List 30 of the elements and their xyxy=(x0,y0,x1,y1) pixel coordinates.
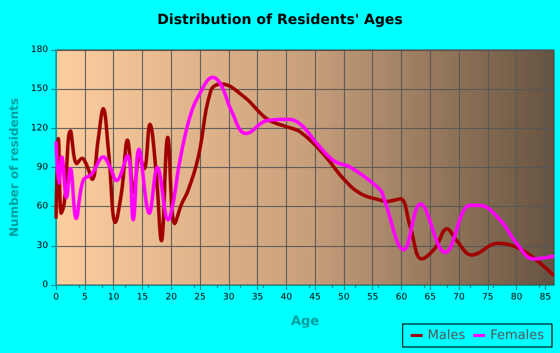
chart-title: Distribution of Residents' Ages xyxy=(157,12,403,28)
x-tick-label: 60 xyxy=(396,292,408,302)
x-tick-label: 0 xyxy=(53,292,60,302)
x-tick-label: 55 xyxy=(366,292,378,302)
y-tick-label: 0 xyxy=(42,280,48,290)
x-tick-label: 45 xyxy=(309,292,321,302)
y-tick-label: 150 xyxy=(30,84,48,94)
x-tick-label: 75 xyxy=(482,292,494,302)
x-tick-label: 20 xyxy=(165,292,178,302)
x-tick-label: 30 xyxy=(223,292,235,302)
x-tick-label: 40 xyxy=(280,292,292,302)
legend-label: Females xyxy=(490,328,544,343)
x-tick-label: 25 xyxy=(194,292,206,302)
x-tick-label: 70 xyxy=(453,292,466,302)
y-tick-label: 60 xyxy=(36,202,48,212)
x-tick-label: 65 xyxy=(424,292,436,302)
y-tick-label: 90 xyxy=(36,162,48,172)
x-tick-label: 10 xyxy=(108,292,120,302)
x-tick-label: 15 xyxy=(136,292,148,302)
legend-label: Males xyxy=(428,328,466,343)
x-tick-label: 5 xyxy=(82,292,88,302)
x-axis-title: Age xyxy=(290,314,320,329)
y-tick-label: 30 xyxy=(36,240,48,251)
y-tick-label: 120 xyxy=(30,123,48,134)
y-axis-title: Number of residents xyxy=(7,98,21,238)
x-tick-label: 80 xyxy=(510,292,523,302)
x-tick-label: 85 xyxy=(540,292,552,302)
y-tick-label: 180 xyxy=(30,45,48,55)
x-tick-label: 35 xyxy=(252,292,264,302)
x-tick-label: 50 xyxy=(338,292,350,302)
